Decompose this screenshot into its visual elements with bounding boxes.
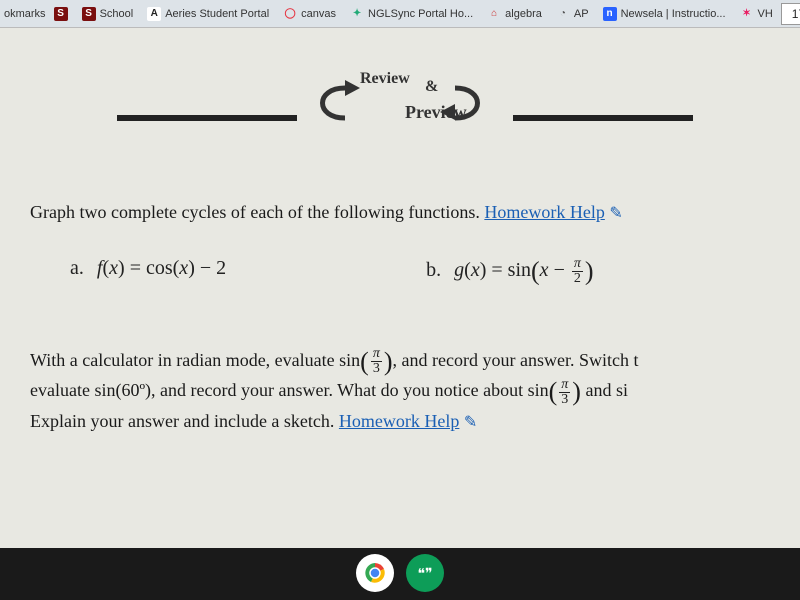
homework-help-link-1[interactable]: Homework Help [484, 202, 604, 222]
bookmark-item[interactable]: n Newsela | Instructio... [597, 5, 732, 23]
bookmark-favicon-icon: ✦ [350, 7, 364, 21]
chrome-app-icon[interactable] [356, 554, 394, 592]
bookmark-label: Aeries Student Portal [165, 8, 269, 20]
bookmark-favicon-icon: n [603, 7, 617, 21]
eq-b-sin: = sin [486, 259, 531, 281]
fraction-pi-3-a: π3 [371, 347, 382, 376]
bookmark-item[interactable]: ✦ NGLSync Portal Ho... [344, 5, 479, 23]
bookmark-label: AP [574, 8, 589, 20]
header-graphic: Review & Preview [305, 88, 505, 148]
bookmark-label: canvas [301, 8, 336, 20]
equations-row: a. f(x) = cos(x) − 2 b. g(x) = sin(x − π… [70, 257, 780, 286]
bookmark-favicon-icon: S [82, 7, 96, 21]
bookmark-item[interactable]: ◯ canvas [277, 5, 342, 23]
eq-a-rhs1: = cos( [125, 257, 180, 279]
ampersand-text: & [425, 78, 438, 96]
frac-den-3: 3 [559, 393, 570, 407]
bookmark-label: School [100, 8, 134, 20]
eq-b-minus: − [549, 259, 570, 281]
pencil-icon-2: ✎ [464, 414, 477, 431]
p2-l3a: Explain your answer and include a sketch… [30, 411, 339, 431]
homework-help-link-2[interactable]: Homework Help [339, 411, 459, 431]
frac-den-2: 3 [371, 362, 382, 376]
hangouts-app-icon[interactable]: ❝❞ [406, 554, 444, 592]
eq-a-x1: x [109, 257, 118, 279]
eq-a-x2: x [179, 257, 188, 279]
bookmark-favicon-icon: ◯ [283, 7, 297, 21]
p2-l1a: With a calculator in radian mode, evalua… [30, 350, 360, 370]
review-text: Review [360, 70, 410, 88]
bookmarks-bar: okmarks SS School A Aeries Student Portal ◯ c… [0, 0, 800, 28]
bookmark-item[interactable]: S [48, 5, 74, 23]
fraction-pi-3-b: π3 [559, 378, 570, 407]
preview-text: Preview [405, 102, 467, 123]
problem-1-intro: Graph two complete cycles of each of the… [30, 202, 484, 222]
pencil-icon: ✎ [609, 205, 622, 222]
eq-b-label: b. [426, 259, 441, 281]
header-rule-left [117, 115, 297, 121]
bookmark-favicon-icon: S [54, 7, 68, 21]
frac-num-2: π [371, 347, 382, 362]
eq-b-g: g [454, 259, 464, 281]
review-preview-header: Review & Preview [30, 88, 780, 148]
bookmark-favicon-icon: ⌂ [487, 7, 501, 21]
bookmark-favicon-icon: ✶ [740, 7, 754, 21]
bookmark-item[interactable]: S School [76, 5, 140, 23]
taskbar-dock: ❝❞ [356, 554, 444, 592]
equation-b: b. g(x) = sin(x − π2) [426, 257, 593, 286]
page-content: Review & Preview Graph two complete cycl… [0, 28, 800, 548]
bookmark-item[interactable]: ◔ AP [550, 5, 595, 23]
p2-l2a: evaluate sin(60º), and record your answe… [30, 380, 549, 400]
bookmark-label: NGLSync Portal Ho... [368, 8, 473, 20]
header-rule-right [513, 115, 693, 121]
eq-a-f: f [97, 257, 103, 279]
eq-a-rhs2: ) − 2 [188, 257, 226, 279]
bookmark-item[interactable]: ⌂ algebra [481, 5, 548, 23]
eq-b-x1: x [471, 259, 480, 281]
bookmark-label: VH [758, 8, 773, 20]
eq-b-x2: x [540, 259, 549, 281]
eq-a-label: a. [70, 257, 84, 279]
bookmark-label: algebra [505, 8, 542, 20]
bookmark-favicon-icon: ◔ [556, 7, 570, 21]
bookmark-item[interactable]: A Aeries Student Portal [141, 5, 275, 23]
problem-1-text: Graph two complete cycles of each of the… [30, 198, 780, 227]
frac-num: π [572, 257, 583, 272]
bookmark-label: Newsela | Instructio... [621, 8, 726, 20]
p2-l2b: and si [581, 380, 628, 400]
fraction-pi-2: π2 [572, 257, 583, 286]
frac-den: 2 [572, 272, 583, 286]
zoom-indicator[interactable]: 175% [781, 3, 800, 25]
p2-l1b: , and record your answer. Switch t [393, 350, 639, 370]
equation-a: a. f(x) = cos(x) − 2 [70, 257, 226, 286]
bookmark-favicon-icon: A [147, 7, 161, 21]
bookmarks-label: okmarks [4, 8, 46, 20]
frac-num-3: π [559, 378, 570, 393]
problem-2-text: With a calculator in radian mode, evalua… [30, 346, 780, 436]
bookmark-item[interactable]: ✶ VH [734, 5, 779, 23]
